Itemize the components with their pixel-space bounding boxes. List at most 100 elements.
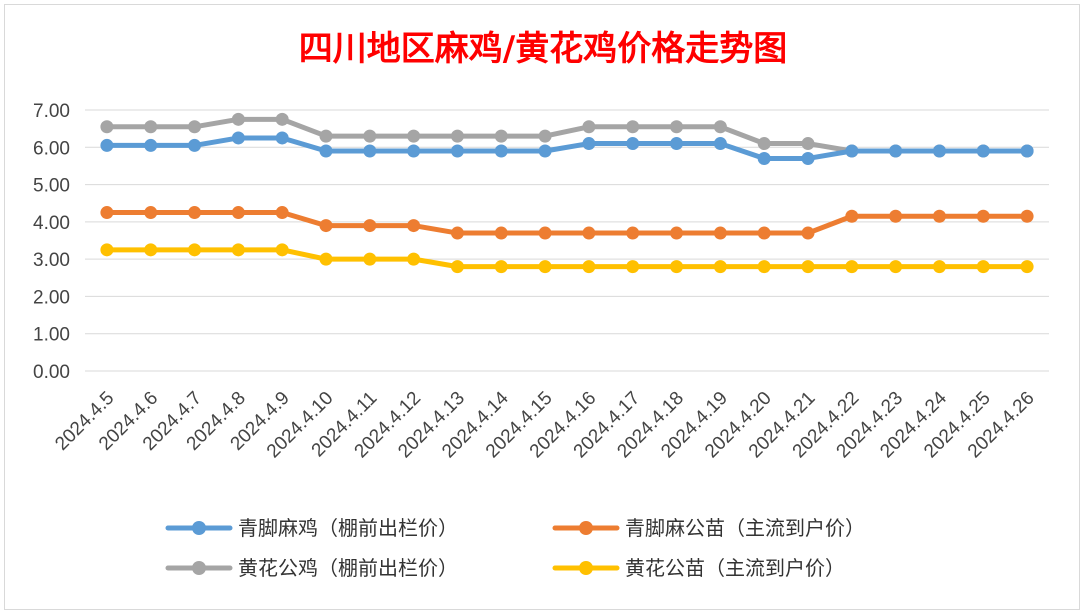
data-point (319, 252, 333, 266)
y-tick-label: 5.00 (33, 176, 70, 197)
legend-label: 黄花公苗（主流到户价） (625, 556, 845, 580)
data-point (582, 120, 596, 134)
legend-marker (192, 521, 206, 535)
legend-label: 黄花公鸡（棚前出栏价） (238, 556, 458, 580)
data-point (932, 144, 946, 158)
data-point (363, 144, 377, 158)
series-lines (100, 112, 1034, 274)
series-3 (100, 243, 1034, 274)
data-point (626, 226, 640, 240)
data-point (713, 226, 727, 240)
data-point (100, 206, 114, 220)
data-point (670, 226, 684, 240)
data-point (407, 252, 421, 266)
data-point (713, 120, 727, 134)
data-point (363, 219, 377, 233)
data-point (494, 226, 508, 240)
data-point (450, 260, 464, 274)
legend-marker (579, 561, 593, 575)
data-point (275, 206, 289, 220)
y-tick-label: 1.00 (33, 325, 70, 346)
chart-title: 四川地区麻鸡/黄花鸡价格走势图 (299, 29, 787, 69)
data-point (275, 112, 289, 126)
legend-label: 青脚麻公苗（主流到户价） (625, 516, 865, 540)
data-point (538, 226, 552, 240)
data-point (932, 209, 946, 223)
legend-marker (579, 521, 593, 535)
data-point (538, 260, 552, 274)
data-point (407, 219, 421, 233)
legend-label: 青脚麻鸡（棚前出栏价） (238, 516, 458, 540)
data-point (582, 137, 596, 151)
data-point (1020, 209, 1034, 223)
data-point (538, 144, 552, 158)
data-point (188, 138, 202, 152)
data-point (319, 129, 333, 143)
legend-item: 青脚麻鸡（棚前出栏价） (165, 516, 458, 540)
data-point (363, 129, 377, 143)
data-point (1020, 144, 1034, 158)
data-point (932, 260, 946, 274)
data-point (231, 112, 245, 126)
data-point (582, 226, 596, 240)
data-point (494, 129, 508, 143)
data-point (801, 151, 815, 165)
data-point (845, 260, 859, 274)
data-point (757, 260, 771, 274)
data-point (976, 144, 990, 158)
chart-frame (4, 4, 1080, 610)
grid-lines (85, 109, 1049, 372)
data-point (188, 120, 202, 134)
data-point (144, 243, 158, 257)
data-point (845, 144, 859, 158)
data-point (231, 131, 245, 145)
data-point (670, 137, 684, 151)
data-point (231, 243, 245, 257)
data-point (889, 144, 903, 158)
data-point (538, 129, 552, 143)
legend-item: 青脚麻公苗（主流到户价） (552, 516, 865, 540)
legend: 青脚麻鸡（棚前出栏价） 青脚麻公苗（主流到户价） 黄花公鸡（棚前出栏价） 黄花公苗（主… (165, 516, 865, 580)
data-point (407, 144, 421, 158)
y-tick-label: 3.00 (33, 250, 70, 271)
data-point (494, 144, 508, 158)
data-point (319, 219, 333, 233)
data-point (231, 206, 245, 220)
data-point (757, 226, 771, 240)
data-point (144, 138, 158, 152)
data-point (363, 252, 377, 266)
data-point (670, 260, 684, 274)
data-point (188, 243, 202, 257)
data-point (275, 131, 289, 145)
data-point (450, 129, 464, 143)
data-point (188, 206, 202, 220)
data-point (100, 138, 114, 152)
data-point (757, 151, 771, 165)
data-point (319, 144, 333, 158)
legend-item: 黄花公苗（主流到户价） (552, 556, 845, 580)
data-point (801, 137, 815, 151)
data-point (889, 209, 903, 223)
data-point (976, 209, 990, 223)
data-point (582, 260, 596, 274)
y-tick-label: 6.00 (33, 138, 70, 159)
data-point (407, 129, 421, 143)
data-point (626, 260, 640, 274)
data-point (713, 137, 727, 151)
data-point (626, 137, 640, 151)
series-line (104, 210, 1030, 236)
series-1 (100, 206, 1034, 240)
data-point (1020, 260, 1034, 274)
y-axis-ticks: 0.00 1.00 2.00 3.00 4.00 5.00 6.00 7.00 (33, 101, 70, 383)
y-tick-label: 2.00 (33, 287, 70, 308)
legend-item: 黄花公鸡（棚前出栏价） (165, 556, 458, 580)
data-point (494, 260, 508, 274)
legend-marker (192, 561, 206, 575)
y-tick-label: 7.00 (33, 101, 70, 122)
series-line (104, 247, 1030, 270)
data-point (626, 120, 640, 134)
data-point (100, 120, 114, 134)
data-point (976, 260, 990, 274)
data-point (889, 260, 903, 274)
